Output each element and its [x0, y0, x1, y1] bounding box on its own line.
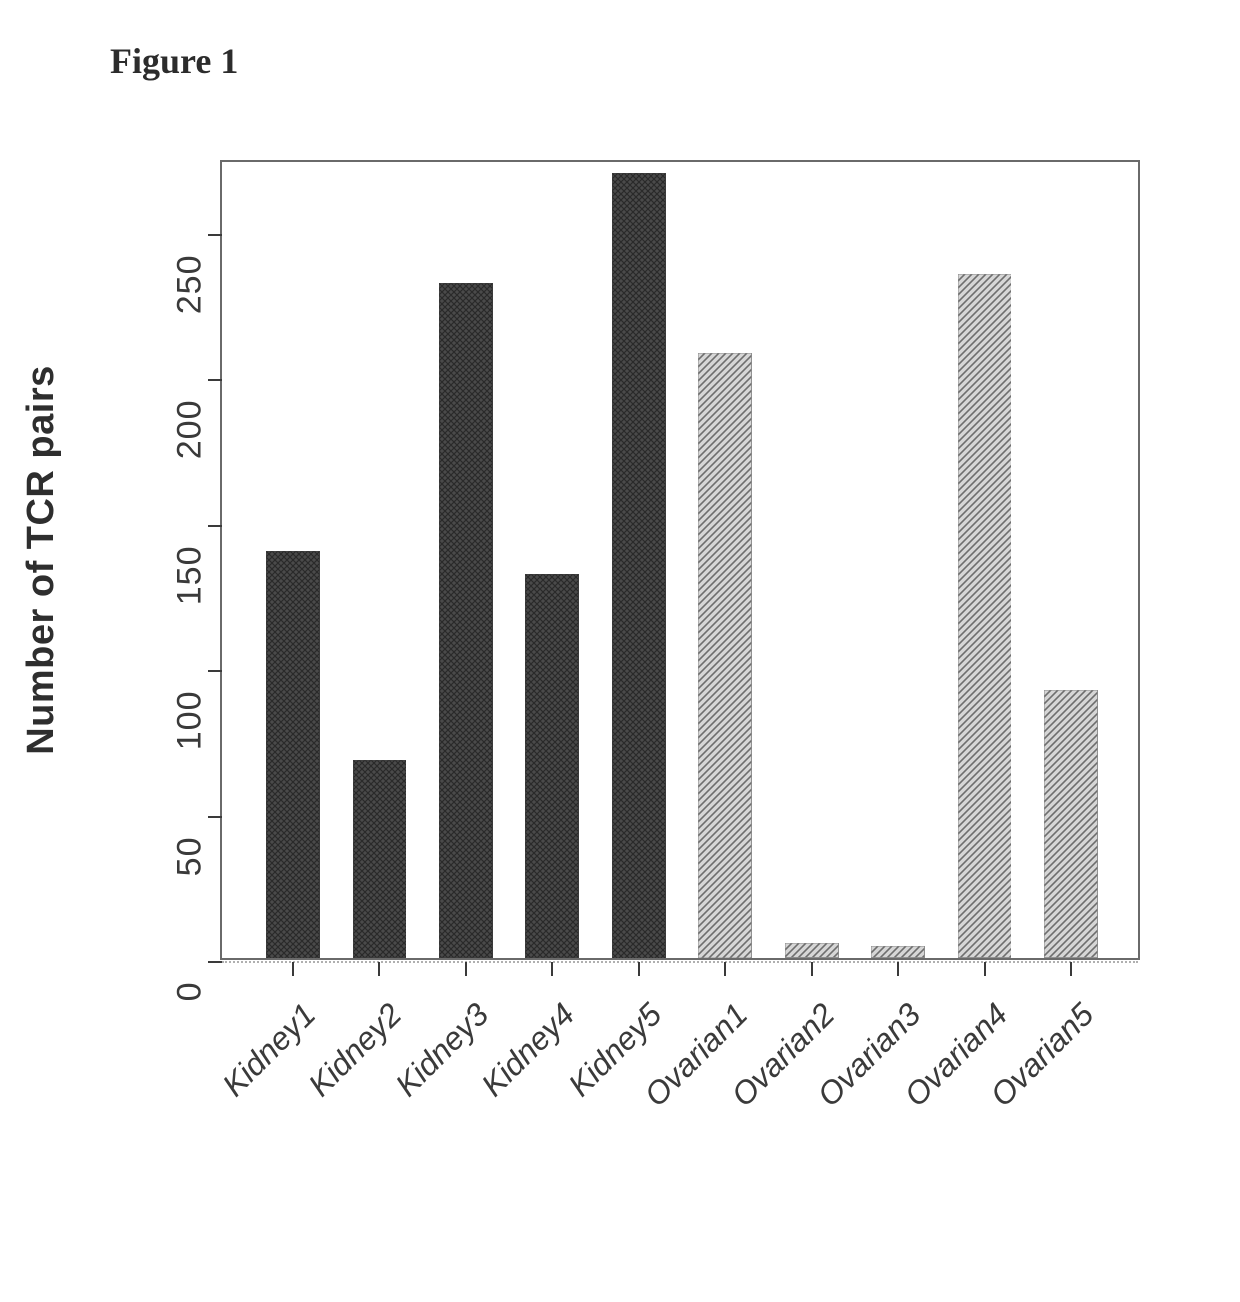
y-tick-label: 50 — [171, 836, 210, 936]
bar — [612, 173, 666, 958]
bar — [958, 274, 1012, 958]
bar — [785, 943, 839, 958]
y-tick-label: 100 — [171, 691, 210, 791]
figure-label: Figure 1 — [110, 40, 238, 82]
y-axis-label: Number of TCR pairs — [20, 160, 63, 960]
y-tick-label: 0 — [171, 982, 210, 1082]
y-tick — [208, 670, 222, 672]
plot-area: 050100150200250 — [220, 160, 1140, 960]
bar — [439, 283, 493, 958]
bar — [353, 760, 407, 958]
y-tick-label: 200 — [171, 400, 210, 500]
page: { "figure_label": "Figure 1", "chart": {… — [0, 0, 1240, 1302]
y-tick — [208, 816, 222, 818]
bar — [266, 551, 320, 958]
bar — [871, 946, 925, 958]
y-tick — [208, 379, 222, 381]
y-tick — [208, 961, 222, 963]
y-tick-label: 250 — [171, 254, 210, 354]
bar — [525, 574, 579, 958]
y-tick — [208, 525, 222, 527]
y-tick — [208, 234, 222, 236]
chart-container: Number of TCR pairs 050100150200250 Kidn… — [0, 130, 1240, 1280]
bar — [698, 353, 752, 958]
x-axis-labels: Kidney1Kidney2Kidney3Kidney4Kidney5Ovari… — [220, 974, 1140, 1234]
baseline — [222, 961, 1138, 963]
bar — [1044, 690, 1098, 958]
y-tick-label: 150 — [171, 545, 210, 645]
